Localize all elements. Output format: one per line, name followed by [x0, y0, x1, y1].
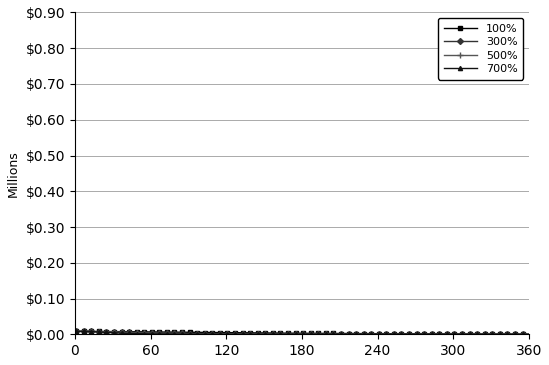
- 700%: [231, 332, 237, 337]
- 700%: [128, 331, 135, 336]
- 500%: [231, 332, 237, 337]
- 100%: [128, 330, 135, 334]
- 700%: [73, 329, 80, 334]
- Y-axis label: Millions: Millions: [7, 150, 20, 197]
- 500%: [73, 329, 80, 334]
- Line: 300%: 300%: [74, 329, 531, 337]
- 100%: [271, 331, 277, 335]
- 700%: [271, 332, 277, 337]
- 300%: [525, 332, 532, 337]
- 300%: [271, 332, 277, 336]
- 100%: [223, 331, 229, 335]
- 500%: [128, 331, 135, 335]
- 100%: [500, 332, 507, 337]
- 500%: [525, 332, 532, 337]
- Line: 700%: 700%: [74, 329, 531, 337]
- 500%: [208, 332, 214, 336]
- Legend: 100%, 300%, 500%, 700%: 100%, 300%, 500%, 700%: [438, 18, 523, 80]
- 700%: [525, 332, 532, 337]
- 300%: [128, 330, 135, 335]
- 700%: [500, 332, 507, 337]
- 300%: [231, 332, 237, 336]
- Line: 500%: 500%: [74, 328, 531, 337]
- 700%: [223, 332, 229, 337]
- 100%: [231, 331, 237, 335]
- 500%: [223, 332, 229, 337]
- 300%: [208, 331, 214, 336]
- 100%: [525, 332, 532, 337]
- 700%: [208, 332, 214, 337]
- 100%: [208, 330, 214, 335]
- 300%: [223, 332, 229, 336]
- Line: 100%: 100%: [74, 329, 531, 337]
- 100%: [73, 329, 80, 334]
- 300%: [500, 332, 507, 337]
- 300%: [73, 329, 80, 334]
- 500%: [500, 332, 507, 337]
- 500%: [271, 332, 277, 337]
